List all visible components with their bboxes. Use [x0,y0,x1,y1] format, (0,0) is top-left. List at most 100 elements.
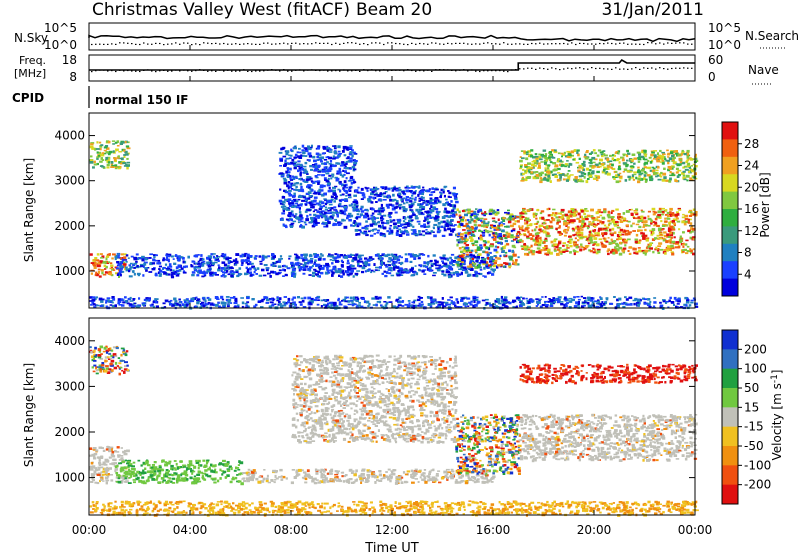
nave-dot [667,68,669,70]
power-heatmap-point [401,206,406,208]
nave-dot [547,68,549,70]
power-heatmap-point [570,208,575,211]
power-heatmap-point [305,199,308,202]
power-heatmap-point [515,234,520,238]
power-heatmap-point [505,231,509,233]
power-heatmap-point [326,161,329,164]
power-heatmap-point [659,248,664,251]
power-heatmap-point [549,220,553,224]
power-heatmap-point [675,219,678,221]
power-heatmap-point [625,298,629,301]
power-heatmap-point [547,248,551,252]
nsearch-dot [155,42,157,44]
power-heatmap-point [341,193,345,196]
power-heatmap-point [199,259,202,262]
power-heatmap-point [292,195,296,198]
power-heatmap-point [607,219,611,223]
power-heatmap-point [389,257,392,260]
power-heatmap-point [345,270,350,274]
power-heatmap-point [573,252,576,256]
power-heatmap-point [635,252,639,255]
power-heatmap-point [306,202,309,204]
power-heatmap-point [339,203,342,206]
power-heatmap-point [539,177,543,180]
power-heatmap-point [323,177,327,180]
nave-dot [331,70,333,72]
power-heatmap-point [402,193,407,196]
power-heatmap-point [689,158,693,161]
power-heatmap-point [546,232,550,236]
power-heatmap-point [315,264,318,267]
power-heatmap-point [672,161,676,165]
power-heatmap-point [343,161,346,164]
power-heatmap-point [640,209,643,212]
power-heatmap-point [119,162,123,165]
power-heatmap-point [123,156,126,158]
power-heatmap-point [667,227,672,231]
power-heatmap-point [667,156,670,158]
power-heatmap-point [488,264,492,267]
power-heatmap-point [669,177,672,181]
power-heatmap-point [485,301,489,305]
power-heatmap-point [441,234,446,237]
power-heatmap-point [477,224,481,227]
power-heatmap-point [423,225,427,228]
nave-dot [199,69,201,71]
power-heatmap-point [195,262,198,264]
power-heatmap-point [466,229,470,232]
power-heatmap-point [453,211,457,214]
power-heatmap-point [574,226,578,230]
power-heatmap-point [304,253,308,257]
power-heatmap-point [686,149,690,153]
power-heatmap-point [371,208,375,211]
power-heatmap-point [392,268,396,271]
power-heatmap-point [429,259,433,263]
power-heatmap-point [535,176,539,180]
power-heatmap-point [114,256,117,259]
power-heatmap-point [337,221,341,224]
power-heatmap-point [580,209,584,213]
power-heatmap-point [447,215,452,218]
power-heatmap-point [349,267,353,270]
power-heatmap-point [229,296,234,299]
power-heatmap-point [474,303,478,307]
power-heatmap-point [222,271,226,273]
power-heatmap-point [288,154,291,157]
power-heatmap-point [539,216,543,220]
power-heatmap-point [235,260,239,264]
power-heatmap-point [338,211,342,214]
power-heatmap-point [298,264,301,267]
nsearch-dot [427,43,429,45]
power-heatmap-point [668,248,672,251]
power-heatmap-point [653,171,656,174]
power-heatmap-point [378,224,382,228]
power-heatmap-point [442,262,445,264]
power-heatmap-point [303,261,307,265]
power-heatmap-point [616,305,620,309]
power-heatmap-point [283,264,286,267]
power-heatmap-point [508,266,511,269]
power-heatmap-point [316,146,320,150]
power-heatmap-point [633,251,636,255]
power-heatmap-point [681,171,685,175]
power-heatmap-point [235,253,240,256]
power-heatmap-point [293,192,296,196]
power-heatmap-point [377,229,380,232]
power-heatmap-point [681,216,686,219]
power-heatmap-point [496,265,499,269]
power-heatmap-point [498,237,502,240]
power-heatmap-point [613,296,616,298]
power-heatmap-point [108,272,111,275]
power-heatmap-point [437,215,440,218]
power-heatmap-point [385,263,390,266]
power-heatmap-point [606,172,611,176]
power-heatmap-point [515,236,520,238]
power-heatmap-point [368,230,371,233]
power-heatmap-point [295,254,299,257]
power-heatmap-point [421,230,426,233]
power-heatmap-point [589,239,593,242]
nsearch-dot [175,42,177,44]
power-heatmap-point [169,268,173,272]
power-heatmap-point [564,232,568,234]
power-heatmap-point [385,301,389,305]
